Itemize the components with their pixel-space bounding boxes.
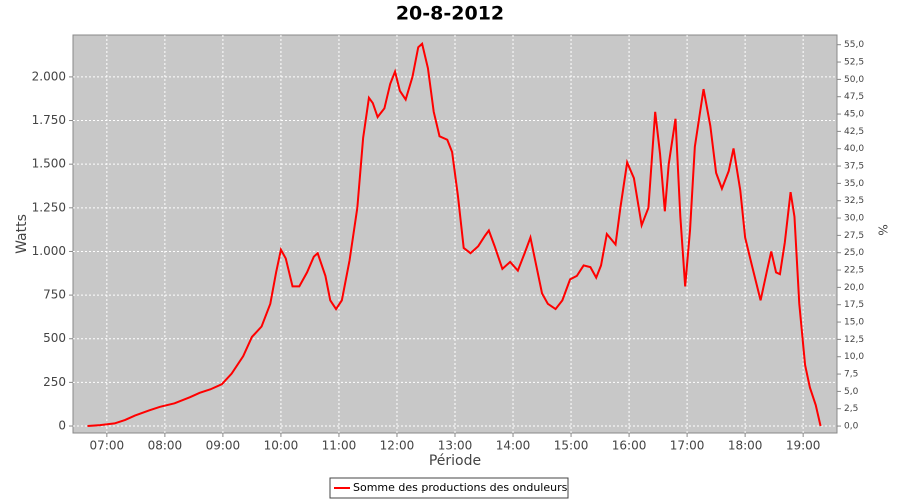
legend-box (329, 477, 569, 499)
y2-tick-label: 45,0 (844, 110, 864, 120)
y2-tick-label: 30,0 (844, 214, 864, 224)
y2-tick-label: 5,0 (844, 387, 859, 397)
y-tick-label: 0 (58, 419, 66, 433)
series-line (87, 41, 822, 428)
x-tick-label: 09:00 (206, 439, 241, 453)
y2-tick-label: 32,5 (844, 196, 864, 206)
y2-tick-label: 20,0 (844, 283, 864, 293)
y2-tick-label: 52,5 (844, 58, 864, 68)
y2-axis-label: % (876, 224, 890, 235)
y2-tick-label: 27,5 (844, 231, 864, 241)
x-tick-label: 15:00 (554, 439, 589, 453)
x-tick-label: 11:00 (322, 439, 357, 453)
y-tick-label: 1.500 (32, 157, 66, 171)
y-tick-label: 250 (43, 375, 66, 389)
legend-label: Somme des productions des onduleurs (353, 481, 568, 494)
y2-tick-label: 7,5 (844, 370, 858, 380)
y2-tick-label: 35,0 (844, 179, 864, 189)
y2-tick-label: 40,0 (844, 144, 864, 154)
y-tick-label: 750 (43, 288, 66, 302)
y2-tick-label: 50,0 (844, 75, 864, 85)
x-tick-label: 16:00 (612, 439, 647, 453)
y2-tick-label: 42,5 (844, 127, 864, 137)
x-tick-label: 10:00 (264, 439, 299, 453)
y2-tick-label: 2,5 (844, 404, 858, 414)
y2-tick-label: 22,5 (844, 266, 864, 276)
y2-tick-label: 25,0 (844, 248, 864, 258)
x-tick-label: 13:00 (438, 439, 473, 453)
y-tick-label: 1.000 (32, 244, 66, 258)
y-tick-label: 500 (43, 331, 66, 345)
y2-tick-label: 0,0 (844, 422, 859, 432)
y-tick-label: 1.750 (32, 113, 66, 127)
x-tick-label: 17:00 (670, 439, 705, 453)
y2-tick-label: 10,0 (844, 352, 864, 362)
y-axis-label: Watts (14, 214, 30, 254)
x-tick-label: 07:00 (90, 439, 125, 453)
y-tick-label: 2.000 (32, 69, 66, 83)
x-tick-label: 18:00 (728, 439, 763, 453)
x-tick-label: 08:00 (148, 439, 183, 453)
x-axis-label: Période (429, 453, 481, 469)
x-tick-label: 19:00 (786, 439, 821, 453)
y2-tick-label: 12,5 (844, 335, 864, 345)
y2-tick-label: 15,0 (844, 318, 864, 328)
plot-area (72, 34, 838, 434)
y2-tick-label: 55,0 (844, 40, 864, 50)
y-tick-label: 1.250 (32, 200, 66, 214)
y2-tick-label: 37,5 (844, 162, 864, 172)
y2-tick-label: 47,5 (844, 92, 864, 102)
y2-tick-label: 17,5 (844, 300, 864, 310)
chart-title: 20-8-2012 (396, 3, 504, 25)
x-tick-label: 14:00 (496, 439, 531, 453)
x-tick-label: 12:00 (380, 439, 415, 453)
